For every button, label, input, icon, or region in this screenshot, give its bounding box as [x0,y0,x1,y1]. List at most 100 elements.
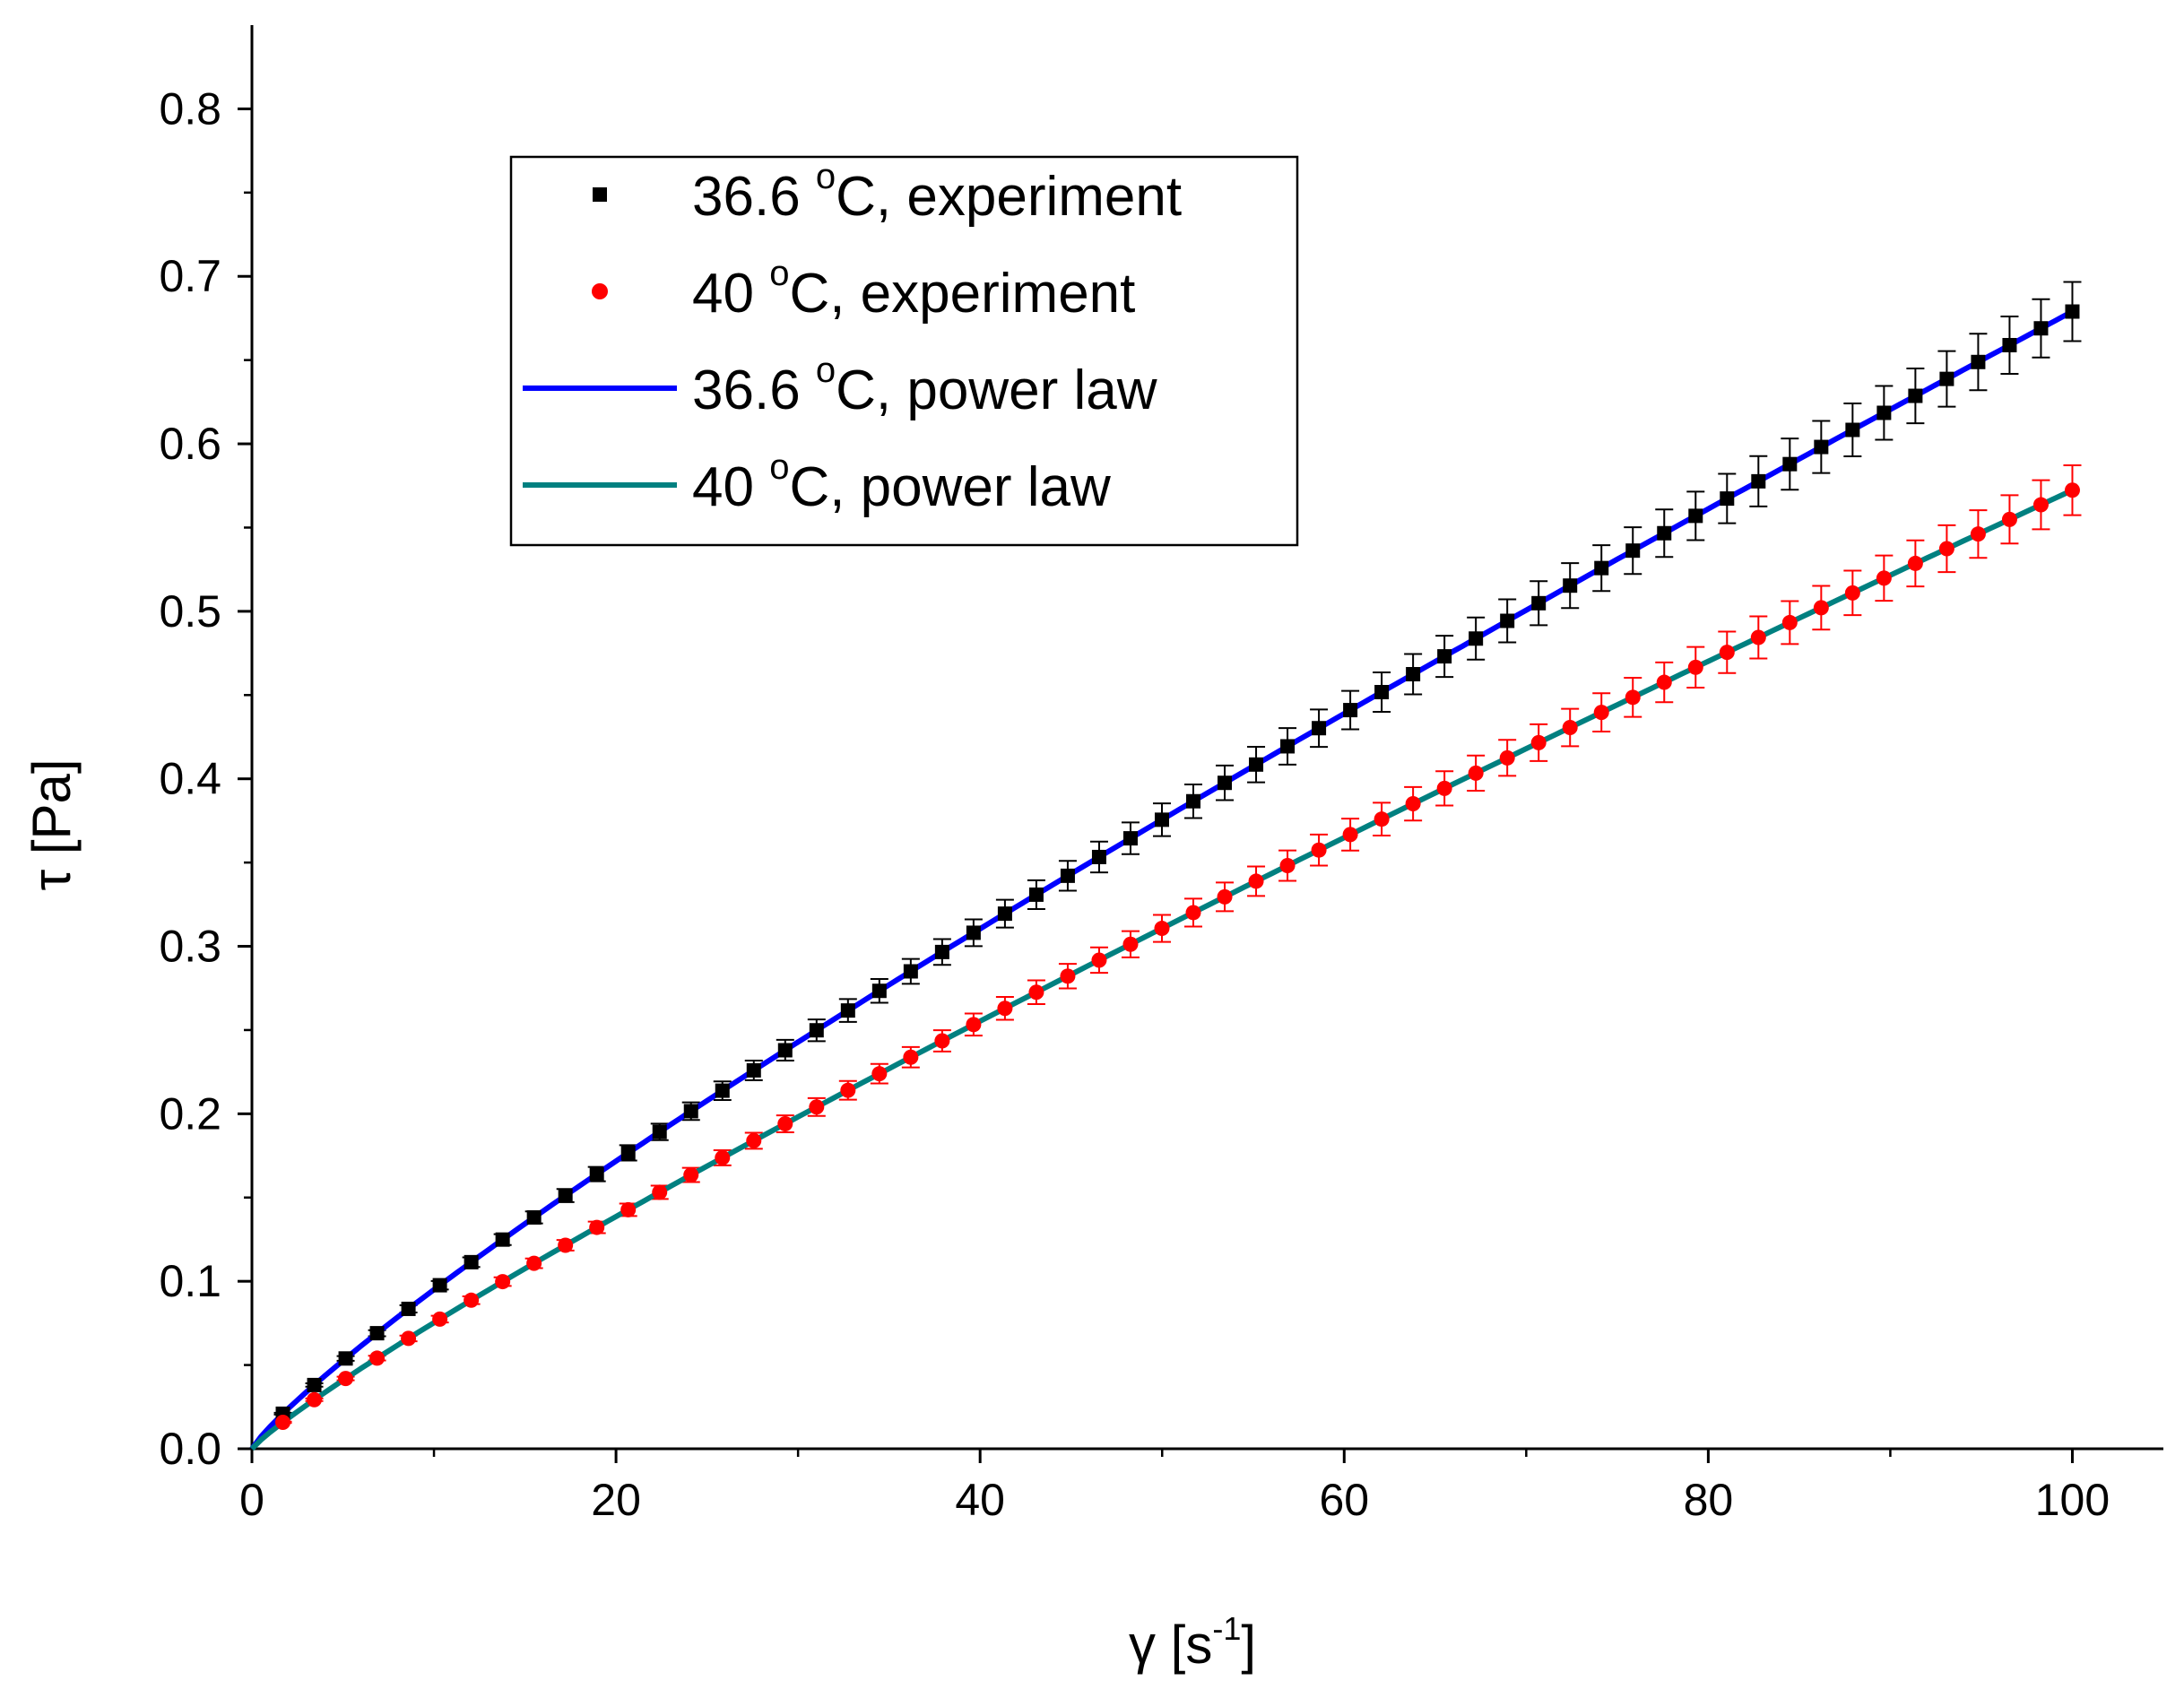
legend-label: 40 oC, power law [692,447,1111,518]
data-point-square [1720,491,1735,507]
x-axis-label-unit-open: [s [1156,1615,1212,1675]
y-tick-label: 0.6 [159,419,221,469]
data-point-square [1312,721,1327,736]
data-point-circle [1719,645,1735,661]
data-point-square [307,1377,322,1392]
data-point-square [1782,456,1798,472]
data-point-square [652,1124,667,1139]
data-point-circle [903,1049,919,1065]
data-point-circle [809,1099,825,1115]
data-point-circle [2064,482,2080,498]
x-tick-label: 80 [1684,1475,1734,1525]
data-point-circle [1499,749,1515,766]
data-point-square [1437,649,1452,664]
data-point-circle [1781,614,1798,630]
legend-label: 36.6 oC, power law [692,351,1157,421]
data-point-circle [558,1237,574,1253]
data-point-circle [1122,936,1139,952]
data-point-square [1751,473,1766,489]
data-point-circle [683,1167,699,1183]
data-point-square [1563,578,1578,593]
data-point-square [338,1351,353,1366]
data-point-square [620,1145,636,1160]
data-point-square [1845,422,1860,437]
data-point-circle [1938,541,1954,557]
data-point-square [1625,543,1641,559]
data-point-circle [495,1274,511,1290]
data-point-square [997,906,1012,922]
data-point-square [1971,354,1986,369]
data-point-circle [1342,827,1358,843]
data-point-circle [369,1350,386,1366]
data-point-circle [966,1017,982,1033]
data-point-circle [338,1371,354,1387]
data-point-circle [1060,968,1076,984]
data-point-circle [1468,765,1484,781]
data-point-square [589,1166,604,1182]
data-point-circle [1813,600,1829,616]
x-tick-label: 100 [2035,1475,2110,1525]
fit-line [249,488,2074,1451]
data-point-circle [871,1066,888,1082]
data-point-circle [1687,659,1703,675]
legend-box [509,155,1299,547]
data-point-square [1594,560,1609,576]
data-point-circle [1028,984,1044,1001]
y-tick-label: 0.3 [159,922,221,972]
axes [250,25,2163,1451]
data-point-square [809,1023,824,1038]
data-point-square [1531,595,1547,611]
x-tick-label: 60 [1319,1475,1369,1525]
data-point-circle [840,1082,856,1098]
data-point-square [1280,739,1296,754]
data-point-square [1688,508,1703,524]
data-point-circle [401,1330,417,1347]
data-point-circle [1876,570,1892,586]
data-point-square [1500,613,1515,628]
data-point-square [558,1188,573,1203]
x-tick-label: 40 [955,1475,1005,1525]
data-point-square [1876,405,1892,420]
data-point-square [840,1003,855,1018]
legend-label: 40 oC, experiment [692,254,1135,325]
data-point-circle [1530,734,1547,750]
data-point-circle [1844,585,1860,601]
data-point-square [1908,388,1923,403]
data-point-circle [589,1219,605,1235]
data-point-circle [934,1033,950,1049]
data-point-circle [2001,511,2017,527]
x-axis-ticks: 0 20 40 60 80 100 [239,1449,2110,1525]
legend-label: 36.6 oC, experiment [692,157,1182,228]
data-point-square [1939,371,1954,386]
data-point-square [1374,685,1390,700]
data-point-square [1406,667,1421,682]
data-point-circle [275,1414,291,1430]
data-point-square [1814,439,1829,455]
y-tick-label: 0.4 [159,754,221,804]
data-point-square [1469,631,1484,646]
legend: 36.6 oC, experiment 40 oC, experiment 36.6… [509,155,1299,547]
data-point-circle [432,1311,448,1327]
data-point-circle [1970,526,1986,542]
y-tick-label: 0.2 [159,1088,221,1139]
data-point-square [2065,304,2080,319]
data-point-square [1249,757,1264,772]
data-point-circle [1750,629,1766,645]
legend-marker-circle [592,283,608,299]
data-point-square [1154,812,1169,827]
data-point-square [526,1209,542,1225]
data-point-circle [1091,952,1107,968]
data-point-circle [1436,780,1452,796]
data-point-circle [526,1255,542,1271]
data-point-square [1091,849,1106,864]
data-point-circle [464,1292,480,1308]
x-axis-label-symbol: γ [1129,1615,1156,1675]
y-axis-ticks: 0.0 0.1 0.2 0.3 0.4 0.5 0.6 0.7 0.8 [159,83,252,1474]
data-point-square [1186,793,1201,809]
data-point-circle [1374,811,1390,827]
data-point-square [715,1083,730,1098]
data-point-square [903,964,918,979]
data-point-square [871,983,887,999]
data-point-square [464,1254,479,1269]
